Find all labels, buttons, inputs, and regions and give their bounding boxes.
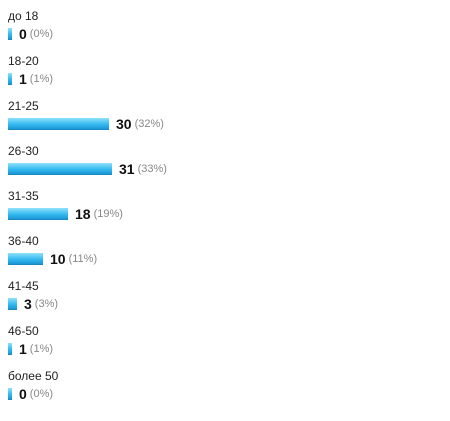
result-bar <box>8 208 68 220</box>
result-bar <box>8 73 12 85</box>
poll-option: 26-30 31 (33%) <box>8 144 438 189</box>
vote-percent: (0%) <box>29 388 54 400</box>
poll-option: до 18 0 (0%) <box>8 9 438 54</box>
result-row: 18 (19%) <box>8 205 438 223</box>
poll-option: 18-20 1 (1%) <box>8 54 438 99</box>
option-label: 46-50 <box>8 324 39 338</box>
vote-count: 3 <box>24 296 32 312</box>
poll-results: до 18 0 (0%) 18-20 1 (1%) 21-25 30 (32%)… <box>8 9 438 414</box>
result-row: 31 (33%) <box>8 160 438 178</box>
option-label: 21-25 <box>8 99 39 113</box>
option-label: 41-45 <box>8 279 39 293</box>
result-row: 1 (1%) <box>8 70 438 88</box>
vote-count: 30 <box>116 116 132 132</box>
poll-option: 46-50 1 (1%) <box>8 324 438 369</box>
vote-count: 0 <box>19 386 27 402</box>
option-label: 26-30 <box>8 144 39 158</box>
poll-option: 31-35 18 (19%) <box>8 189 438 234</box>
option-label: 36-40 <box>8 234 39 248</box>
poll-option: 21-25 30 (32%) <box>8 99 438 144</box>
vote-percent: (32%) <box>134 118 164 130</box>
vote-count: 31 <box>119 161 135 177</box>
result-bar <box>8 163 112 175</box>
vote-count: 1 <box>19 341 27 357</box>
poll-option: 41-45 3 (3%) <box>8 279 438 324</box>
result-row: 30 (32%) <box>8 115 438 133</box>
result-row: 3 (3%) <box>8 295 438 313</box>
option-label: до 18 <box>8 9 39 23</box>
vote-count: 10 <box>50 251 66 267</box>
result-row: 10 (11%) <box>8 250 438 268</box>
result-bar <box>8 28 12 40</box>
vote-percent: (11%) <box>68 253 98 265</box>
poll-option: 36-40 10 (11%) <box>8 234 438 279</box>
result-bar <box>8 118 109 130</box>
vote-percent: (0%) <box>29 28 54 40</box>
option-label: 31-35 <box>8 189 39 203</box>
vote-count: 1 <box>19 71 27 87</box>
result-bar <box>8 253 43 265</box>
vote-percent: (19%) <box>93 208 123 220</box>
vote-percent: (1%) <box>29 73 54 85</box>
option-label: более 50 <box>8 369 59 383</box>
vote-count: 18 <box>75 206 91 222</box>
vote-percent: (3%) <box>34 298 59 310</box>
result-row: 1 (1%) <box>8 340 438 358</box>
result-row: 0 (0%) <box>8 25 438 43</box>
result-bar <box>8 343 12 355</box>
vote-count: 0 <box>19 26 27 42</box>
vote-percent: (1%) <box>29 343 54 355</box>
poll-option: более 50 0 (0%) <box>8 369 438 414</box>
result-row: 0 (0%) <box>8 385 438 403</box>
result-bar <box>8 388 12 400</box>
option-label: 18-20 <box>8 54 39 68</box>
result-bar <box>8 298 17 310</box>
vote-percent: (33%) <box>137 163 167 175</box>
